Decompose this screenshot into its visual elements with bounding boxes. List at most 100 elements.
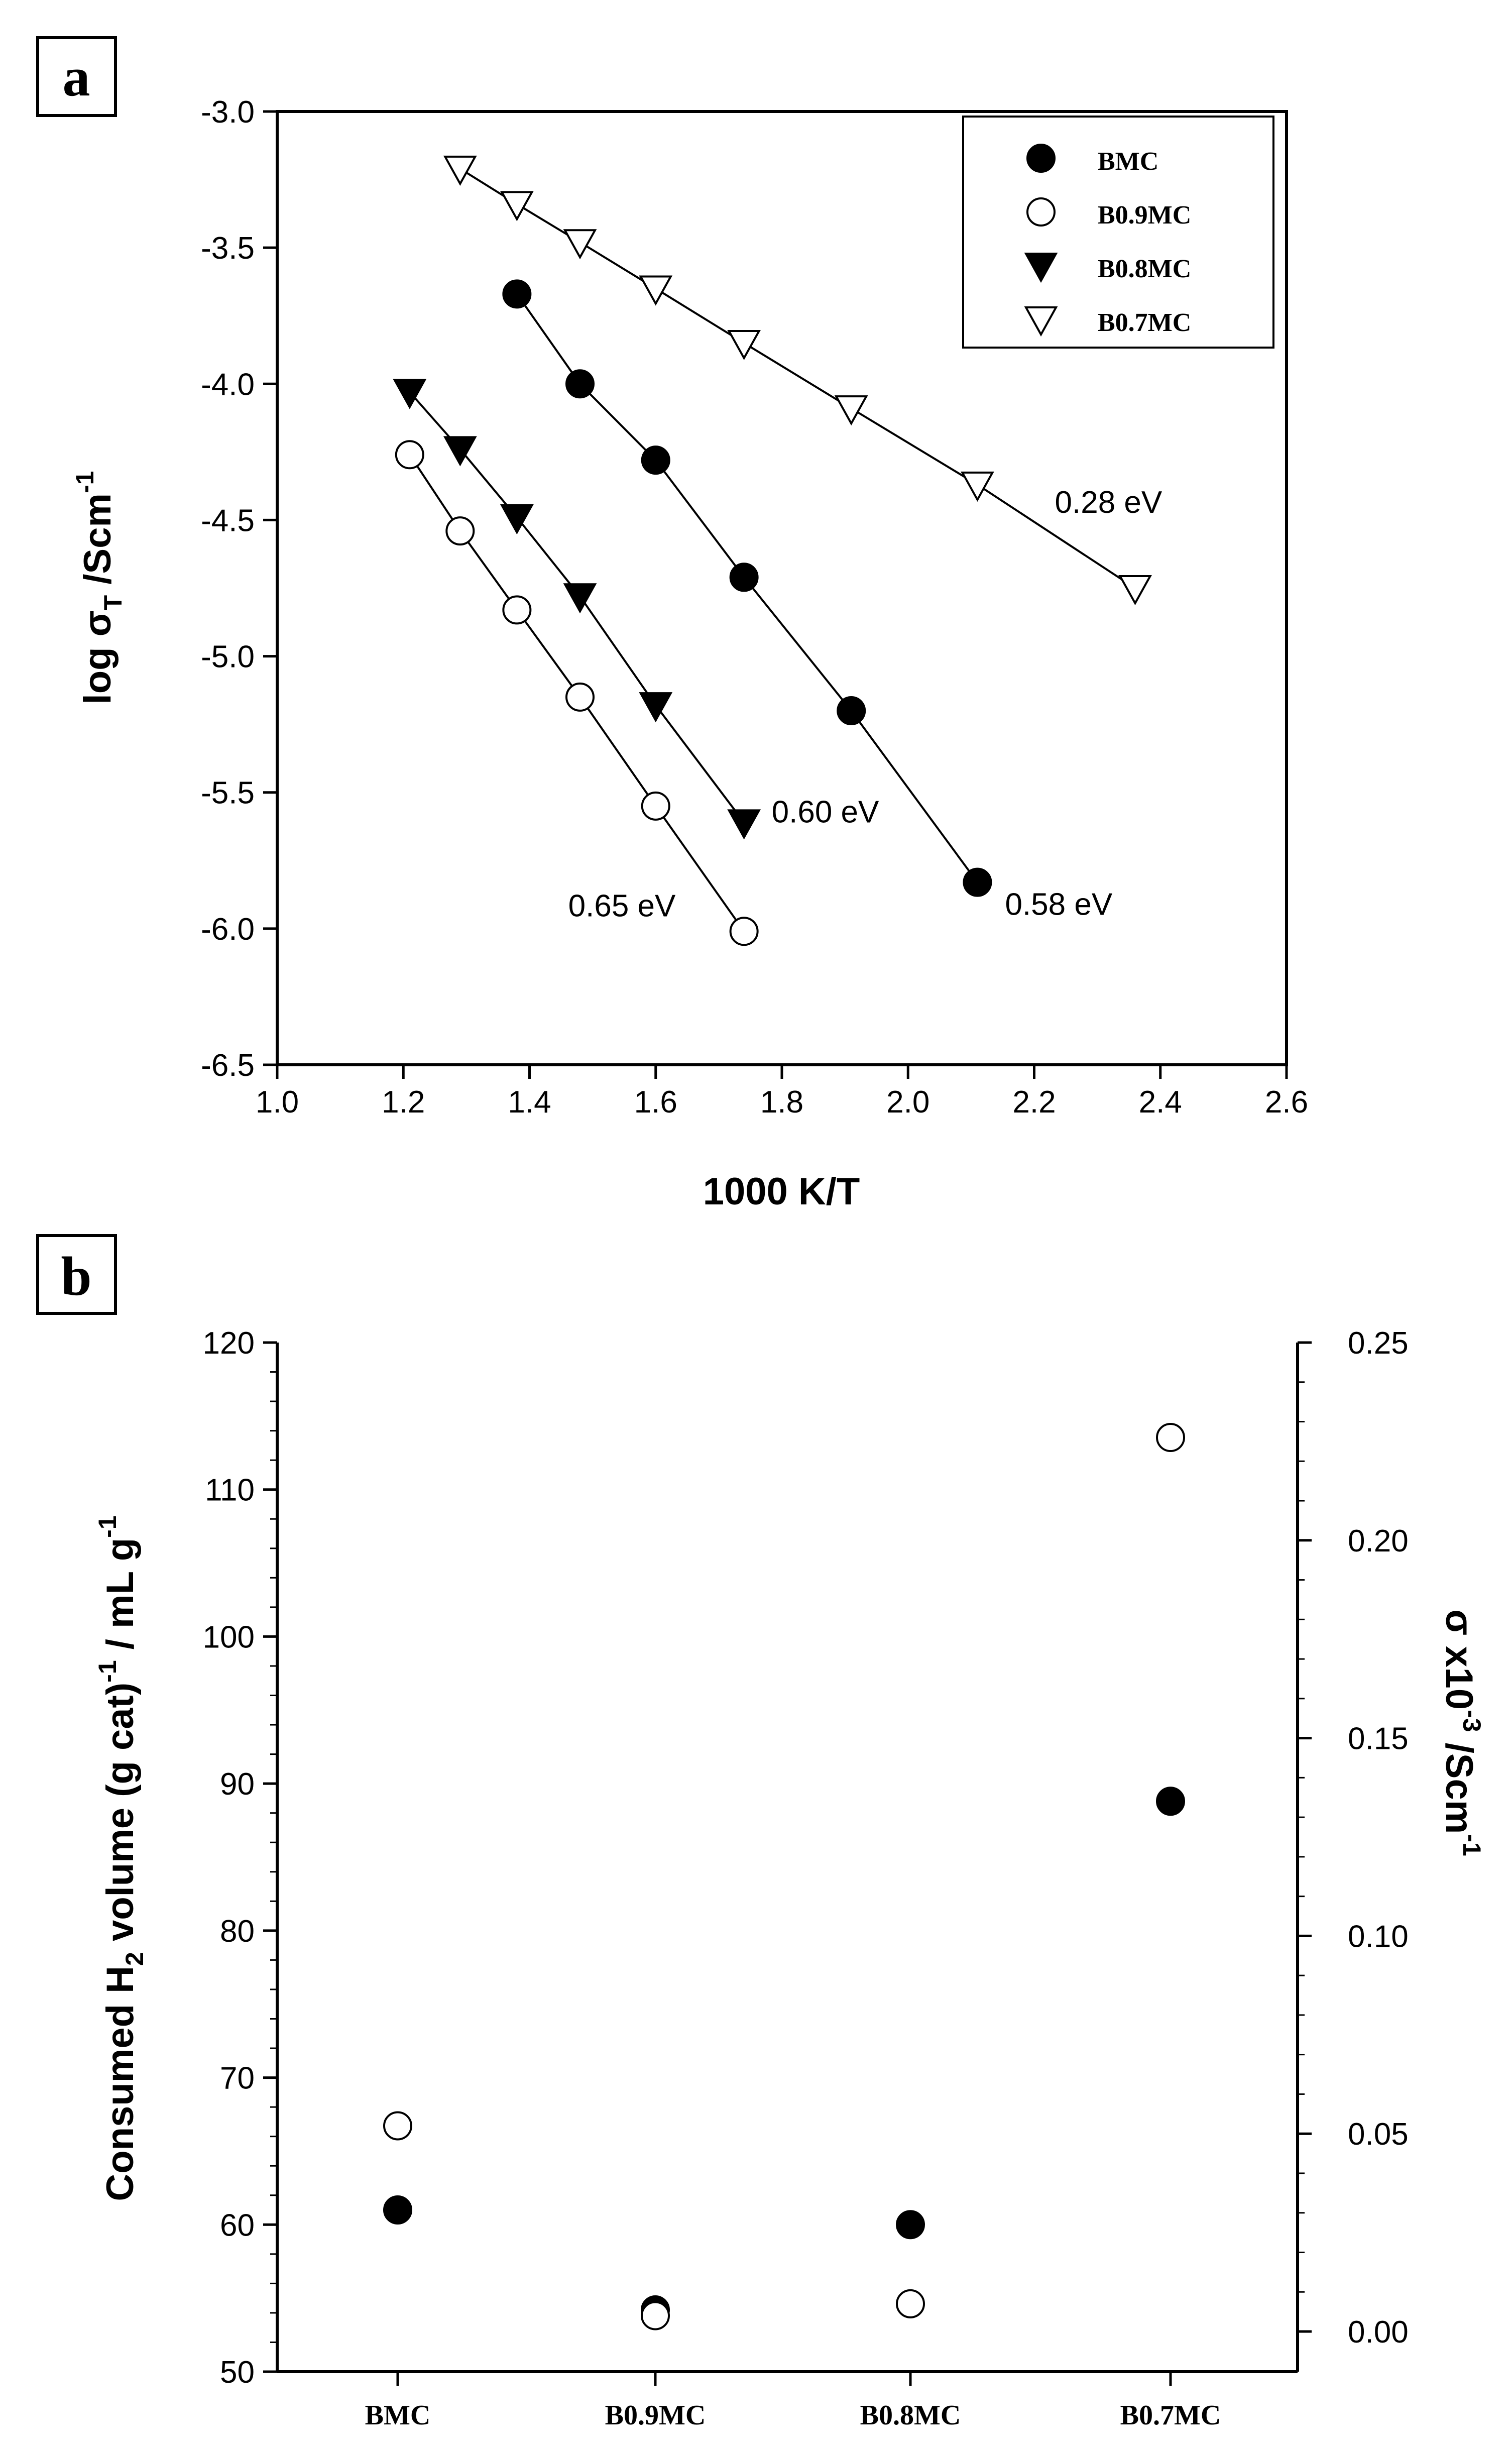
legend-marker-b0-9mc — [1026, 197, 1056, 227]
data-point-b0-7mc — [443, 155, 477, 186]
legend-label-b0-8mc: B0.8MC — [1098, 255, 1191, 283]
conductivity-point-b0-8mc — [896, 2289, 925, 2318]
legend-entries: BMC B0.9MC B0.8MC B0.7MC — [1024, 144, 1191, 337]
right-y-tick-label: 0.00 — [1348, 2315, 1409, 2350]
x-tick-label: 2.6 — [1265, 1085, 1308, 1120]
data-point-bmc — [963, 867, 992, 897]
panel-b-right-y-axis-title: σ x10-3 /Scm-1 — [1438, 1609, 1486, 1856]
data-point-b0-7mc — [834, 395, 868, 426]
legend-label-b0-9mc: B0.9MC — [1098, 201, 1191, 230]
y-tick-label: -3.0 — [201, 95, 255, 130]
panel-b-label-box: b — [36, 1234, 117, 1315]
left-y-tick-label: 80 — [220, 1914, 255, 1949]
panel-a-label-box: a — [36, 36, 117, 117]
data-point-b0-8mc — [443, 436, 477, 467]
panel-b-axes: 50 60 70 80 90 100 110 120 0.00 0.05 0.10 0.15 0.20 0… — [203, 1326, 1409, 2431]
panel-a: a 1.0 1.2 1.4 1.6 1.8 2.0 2.2 2.4 2.6 -3.0 -3.5 -4.… — [36, 36, 1308, 1213]
x-tick-label: 2.2 — [1012, 1085, 1056, 1120]
data-point-b0-9mc — [502, 595, 532, 625]
activation-energy-label-b0-8mc: 0.60 eV — [772, 795, 879, 829]
panel-a-data-points — [393, 155, 1152, 946]
data-point-b0-9mc — [395, 440, 424, 470]
panel-b: b 50 60 70 80 90 100 110 120 0.00 0.05 0.10 0.15 0.2… — [36, 1234, 1486, 2431]
legend-frame — [962, 116, 1274, 349]
right-y-tick-label: 0.05 — [1348, 2117, 1409, 2152]
left-y-tick-label: 60 — [220, 2208, 255, 2243]
conductivity-point-b0-7mc — [1156, 1423, 1185, 1453]
activation-energy-label-bmc: 0.58 eV — [1005, 887, 1112, 922]
x-tick-label: 2.0 — [886, 1085, 929, 1120]
conductivity-point-bmc — [383, 2111, 412, 2141]
x-tick-label: 1.2 — [382, 1085, 425, 1120]
x-category-label-b0-7mc: B0.7MC — [1120, 2400, 1221, 2431]
left-y-tick-label: 50 — [220, 2355, 255, 2390]
right-y-tick-label: 0.25 — [1348, 1326, 1409, 1361]
data-point-bmc — [502, 279, 532, 309]
data-point-b0-7mc — [727, 329, 761, 361]
panel-a-x-axis-title: 1000 K/T — [703, 1170, 860, 1213]
activation-energy-label-b0-7mc: 0.28 eV — [1055, 485, 1162, 520]
left-y-tick-label: 120 — [203, 1326, 255, 1361]
y-tick-label: -6.5 — [201, 1048, 255, 1083]
legend-marker-bmc — [1026, 144, 1056, 173]
h2-volume-point-bmc — [383, 2195, 412, 2225]
panel-a-fit-lines — [409, 168, 1136, 932]
x-tick-label: 1.0 — [256, 1085, 299, 1120]
x-tick-label: 1.8 — [760, 1085, 803, 1120]
data-point-b0-7mc — [961, 471, 994, 502]
data-point-b0-8mc — [639, 692, 673, 723]
x-tick-label: 2.4 — [1139, 1085, 1182, 1120]
panel-a-y-axis-title: log σT /Scm-1 — [71, 471, 127, 705]
x-category-label-b0-9mc: B0.9MC — [605, 2400, 706, 2431]
y-tick-label: -5.0 — [201, 640, 255, 675]
data-point-b0-9mc — [729, 917, 759, 946]
data-point-b0-8mc — [393, 379, 427, 409]
h2-volume-point-b0-8mc — [896, 2210, 925, 2240]
y-tick-label: -4.0 — [201, 367, 255, 402]
h2-volume-point-b0-7mc — [1156, 1787, 1185, 1816]
left-y-tick-label: 100 — [203, 1620, 255, 1654]
x-tick-label: 1.4 — [508, 1085, 551, 1120]
x-tick-label: 1.6 — [634, 1085, 677, 1120]
panel-a-activation-energy-labels: 0.58 eV 0.65 eV 0.60 eV 0.28 eV — [568, 485, 1162, 923]
data-point-b0-7mc — [500, 191, 534, 221]
legend-label-bmc: BMC — [1098, 147, 1158, 176]
data-point-b0-9mc — [565, 682, 595, 712]
panel-a-axes: 1.0 1.2 1.4 1.6 1.8 2.0 2.2 2.4 2.6 -3.0 -3.5 -4.0 -… — [201, 95, 1308, 1120]
x-category-label-b0-8mc: B0.8MC — [860, 2400, 961, 2431]
left-y-tick-label: 110 — [205, 1473, 255, 1508]
data-point-b0-7mc — [639, 275, 673, 306]
y-tick-label: -6.0 — [201, 912, 255, 947]
data-point-b0-8mc — [500, 504, 534, 535]
panel-a-label: a — [63, 46, 90, 107]
data-point-b0-9mc — [641, 791, 670, 821]
y-tick-label: -3.5 — [201, 231, 255, 266]
data-point-b0-8mc — [563, 583, 597, 614]
panel-a-legend: BMC B0.9MC B0.8MC B0.7MC — [962, 116, 1274, 349]
right-y-tick-label: 0.10 — [1348, 1919, 1409, 1954]
data-point-bmc — [565, 369, 595, 399]
y-tick-label: -4.5 — [201, 503, 255, 538]
left-y-tick-label: 90 — [220, 1767, 255, 1802]
panel-b-left-y-axis-title: Consumed H2 volume (g cat)-1 / mL g-1 — [93, 1515, 149, 2201]
legend-marker-b0-7mc — [1024, 306, 1058, 337]
right-y-tick-label: 0.20 — [1348, 1524, 1409, 1559]
data-point-b0-9mc — [445, 516, 475, 546]
fit-line-b0-9mc — [409, 454, 745, 932]
conductivity-point-b0-9mc — [641, 2301, 670, 2330]
data-point-b0-7mc — [1118, 575, 1152, 606]
fit-line-bmc — [516, 293, 979, 883]
panel-b-data-points — [383, 1423, 1185, 2330]
data-point-bmc — [641, 446, 670, 475]
data-point-b0-7mc — [563, 229, 597, 260]
data-point-b0-8mc — [727, 809, 761, 840]
data-point-bmc — [837, 696, 866, 726]
y-tick-label: -5.5 — [201, 776, 255, 811]
legend-marker-b0-8mc — [1024, 253, 1058, 283]
panel-b-label: b — [61, 1246, 91, 1307]
legend-label-b0-7mc: B0.7MC — [1098, 308, 1191, 337]
activation-energy-label-b0-9mc: 0.65 eV — [568, 888, 676, 923]
fit-line-b0-7mc — [459, 168, 1136, 589]
data-point-bmc — [729, 563, 759, 592]
